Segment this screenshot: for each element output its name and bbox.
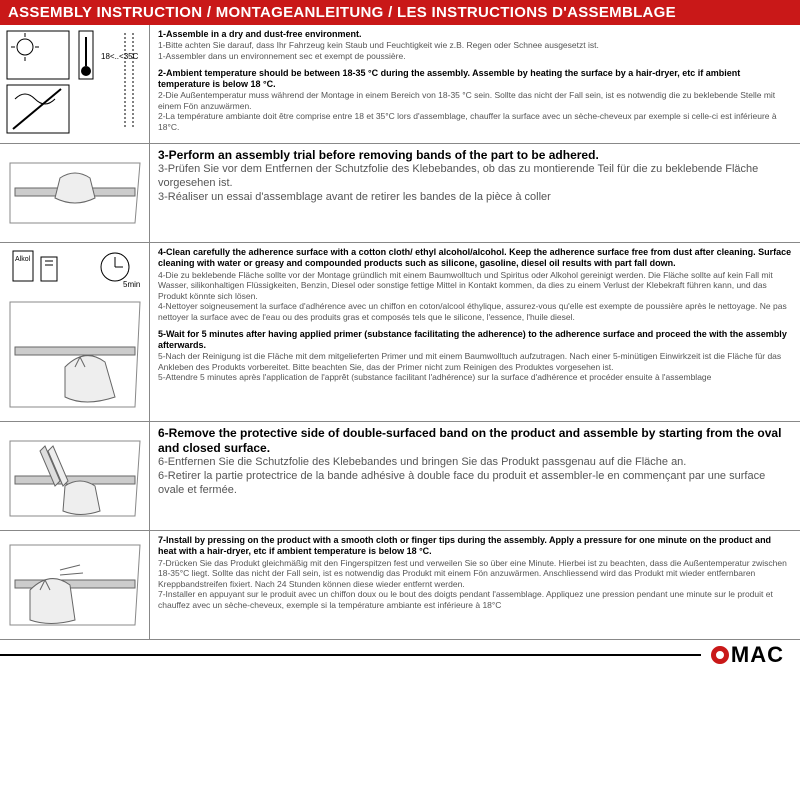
step3-en: 3-Perform an assembly trial before remov… [158,148,792,163]
step5-de: 5-Nach der Reinigung ist die Fläche mit … [158,351,792,372]
step-row-2: 3-Perform an assembly trial before remov… [0,144,800,243]
footer: MAC [0,640,800,668]
step-row-5: 7-Install by pressing on the product wit… [0,531,800,640]
step3-fr: 3-Réaliser un essai d'assemblage avant d… [158,191,792,205]
step2-fr: 2-La température ambiante doit être comp… [158,111,792,132]
illustration-4 [0,422,150,530]
step5-en: 5-Wait for 5 minutes after having applie… [158,329,792,352]
step7-fr: 7-Installer en appuyant sur le produit a… [158,589,792,610]
logo-text: MAC [731,642,784,668]
step3-de: 3-Prüfen Sie vor dem Entfernen der Schut… [158,163,792,191]
logo-o-icon [711,646,729,664]
step-text-2: 3-Perform an assembly trial before remov… [150,144,800,242]
step-text-4: 6-Remove the protective side of double-s… [150,422,800,530]
step2-de: 2-Die Außentemperatur muss während der M… [158,90,792,111]
illustration-5 [0,531,150,639]
step2-en: 2-Ambient temperature should be between … [158,68,792,91]
step-text-3: 4-Clean carefully the adherence surface … [150,243,800,421]
step4-en: 4-Clean carefully the adherence surface … [158,247,792,270]
step6-en: 6-Remove the protective side of double-s… [158,426,792,456]
step6-de: 6-Entfernen Sie die Schutzfolie des Kleb… [158,456,792,470]
step4-de: 4-Die zu beklebende Fläche sollte vor de… [158,270,792,302]
step7-en: 7-Install by pressing on the product wit… [158,535,792,558]
step-text-1: 1-Assemble in a dry and dust-free enviro… [150,25,800,143]
step5-fr: 5-Attendre 5 minutes après l'application… [158,372,792,383]
step1-fr: 1-Assembler dans un environnement sec et… [158,51,792,62]
illustration-2 [0,144,150,242]
step-row-1: 18<..<35C 1-Assemble in a dry and dust-f… [0,25,800,144]
svg-text:5min: 5min [123,280,140,289]
illustration-1: 18<..<35C [0,25,150,143]
step-row-4: 6-Remove the protective side of double-s… [0,422,800,531]
svg-text:Alkol: Alkol [15,256,31,263]
footer-rule [0,654,701,656]
step1-de: 1-Bitte achten Sie darauf, dass Ihr Fahr… [158,40,792,51]
page-title: ASSEMBLY INSTRUCTION / MONTAGEANLEITUNG … [0,0,800,25]
illustration-3: Alkol 5min [0,243,150,421]
step1-en: 1-Assemble in a dry and dust-free enviro… [158,29,792,40]
step-text-5: 7-Install by pressing on the product wit… [150,531,800,639]
step-row-3: Alkol 5min 4-Clean carefully the adheren… [0,243,800,422]
brand-logo: MAC [711,642,784,668]
step7-de: 7-Drücken Sie das Produkt gleichmäßig mi… [158,558,792,590]
step6-fr: 6-Retirer la partie protectrice de la ba… [158,470,792,498]
step4-fr: 4-Nettoyer soigneusement la surface d'ad… [158,301,792,322]
